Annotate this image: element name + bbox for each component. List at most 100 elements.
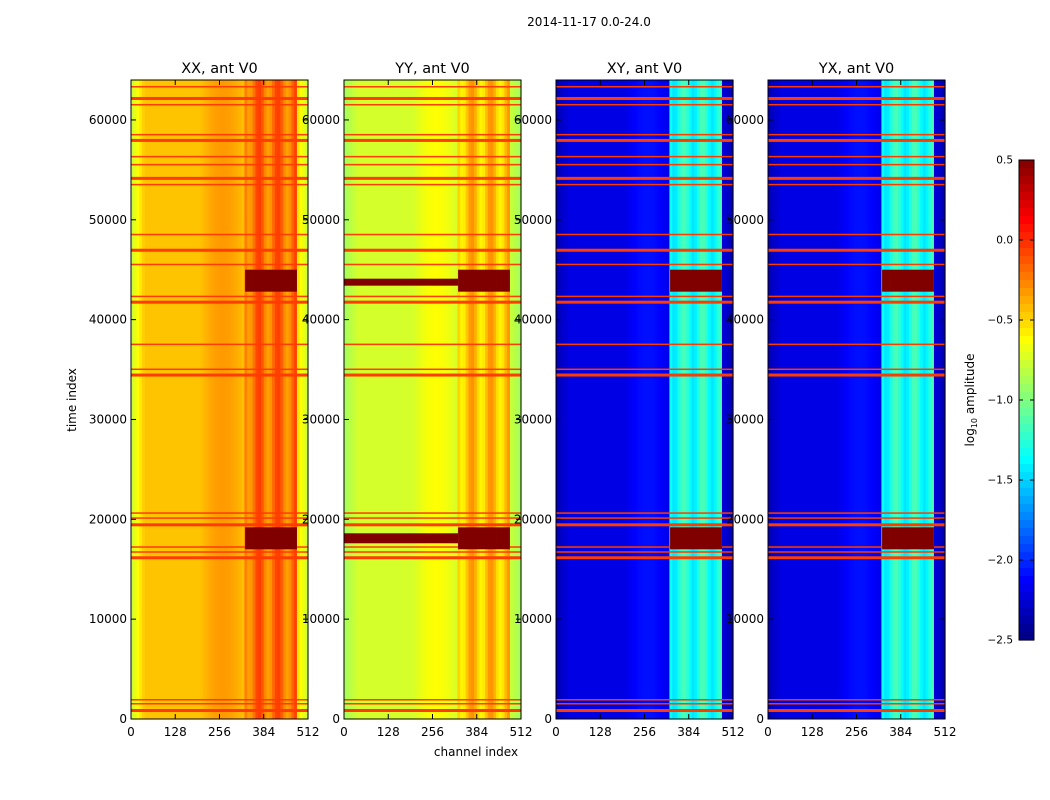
heatmap-column xyxy=(925,80,930,719)
heatmap-column xyxy=(482,80,486,719)
colorbar-segment xyxy=(1019,232,1034,241)
figure-suptitle: 2014-11-17 0.0-24.0 xyxy=(527,15,651,29)
heatmap-column xyxy=(591,80,596,719)
heatmap-column xyxy=(142,80,146,719)
heatmap-column xyxy=(449,80,453,719)
colorbar-label-base: log xyxy=(963,428,977,446)
heatmap-column xyxy=(900,80,905,719)
flagged-row xyxy=(344,233,521,236)
flagged-row xyxy=(131,103,308,106)
panel-3: XY, ant V0 0 128 256 384 512 0 10000 20000 30000 4… xyxy=(514,61,745,739)
heatmap-column xyxy=(768,80,772,719)
colorbar-segment xyxy=(1019,424,1034,433)
heatmap-column xyxy=(792,80,797,719)
heatmap-column xyxy=(909,80,913,719)
x-tick-label: 256 xyxy=(633,725,656,739)
heatmap-column xyxy=(655,80,659,719)
colorbar-segment xyxy=(1019,328,1034,337)
y-tick-label: 40000 xyxy=(302,313,340,327)
heatmap-column xyxy=(567,80,571,719)
heatmap-column xyxy=(672,80,676,719)
flagged-row xyxy=(556,155,733,158)
heatmap-column xyxy=(465,80,470,719)
heatmap-column xyxy=(496,80,500,719)
heatmap-column xyxy=(710,80,715,719)
colorbar-label-rest: amplitude xyxy=(963,354,977,418)
heatmap-column xyxy=(828,80,833,719)
heatmap-column xyxy=(817,80,822,719)
flagged-row xyxy=(344,703,521,705)
flagged-row xyxy=(768,368,945,371)
heatmap-column xyxy=(498,80,503,719)
flagged-row xyxy=(344,85,521,88)
heatmap-column xyxy=(652,80,657,719)
flagged-row xyxy=(131,85,308,88)
heatmap-column xyxy=(647,80,651,719)
heatmap-column xyxy=(931,80,935,719)
colorbar-label-subscript: 10 xyxy=(970,418,979,428)
flagged-row xyxy=(768,546,945,548)
colorbar-tick-label: −1.5 xyxy=(988,475,1014,487)
flagged-row xyxy=(131,709,308,713)
heatmap-column xyxy=(241,80,245,719)
colorbar-segment xyxy=(1019,184,1034,193)
heatmap-column xyxy=(815,80,819,719)
heatmap-column xyxy=(357,80,362,719)
heatmap-column xyxy=(244,80,248,719)
heatmap-column xyxy=(685,80,690,719)
flagged-row xyxy=(131,512,308,514)
heatmap-column xyxy=(302,80,306,719)
colorbar-segment xyxy=(1019,504,1034,513)
flagged-row xyxy=(344,300,521,304)
heatmap-column xyxy=(699,80,704,719)
flagged-row xyxy=(556,523,733,527)
heatmap-column xyxy=(834,80,838,719)
y-tick-label: 20000 xyxy=(514,512,552,526)
heatmap-column xyxy=(702,80,706,719)
flagged-row xyxy=(344,103,521,106)
colorbar-segment xyxy=(1019,480,1034,489)
heatmap-column xyxy=(730,80,734,719)
heatmap-column xyxy=(277,80,281,719)
colorbar-segment xyxy=(1019,248,1034,257)
x-tick-label: 128 xyxy=(164,725,187,739)
colorbar-segment xyxy=(1019,560,1034,569)
heatmap-column xyxy=(355,80,359,719)
heatmap-column xyxy=(561,80,565,719)
heatmap-column xyxy=(798,80,802,719)
heatmap-column xyxy=(594,80,599,719)
heatmap-column xyxy=(263,80,268,719)
colorbar-segment xyxy=(1019,624,1034,633)
heatmap-column xyxy=(622,80,626,719)
heatmap-column xyxy=(569,80,574,719)
heatmap-column xyxy=(504,80,508,719)
heatmap-column xyxy=(779,80,783,719)
heatmap-column xyxy=(633,80,637,719)
flagged-row xyxy=(344,133,521,136)
heatmap-column xyxy=(194,80,198,719)
heatmap-column xyxy=(848,80,852,719)
colorbar-tick-label: 0.0 xyxy=(996,235,1013,247)
heatmap-column xyxy=(415,80,420,719)
y-tick-label: 60000 xyxy=(89,113,127,127)
heatmap-column xyxy=(374,80,378,719)
flagged-row xyxy=(131,703,308,705)
flagged-row xyxy=(344,263,521,266)
y-tick-label: 0 xyxy=(544,712,552,726)
heatmap-column xyxy=(213,80,218,719)
heatmap-column xyxy=(616,80,621,719)
colorbar-segment xyxy=(1019,216,1034,225)
flagged-row xyxy=(344,368,521,371)
heatmap-column xyxy=(211,80,215,719)
heatmap-column xyxy=(147,80,151,719)
saturated-block xyxy=(882,269,934,292)
flagged-row xyxy=(131,546,308,548)
heatmap-column xyxy=(155,80,160,719)
flagged-row xyxy=(131,517,308,519)
colorbar-segment xyxy=(1019,488,1034,497)
colorbar-tick-label: −2.0 xyxy=(988,555,1014,567)
colorbar-segment xyxy=(1019,400,1034,409)
flagged-row xyxy=(344,517,521,519)
heatmap-column xyxy=(856,80,860,719)
